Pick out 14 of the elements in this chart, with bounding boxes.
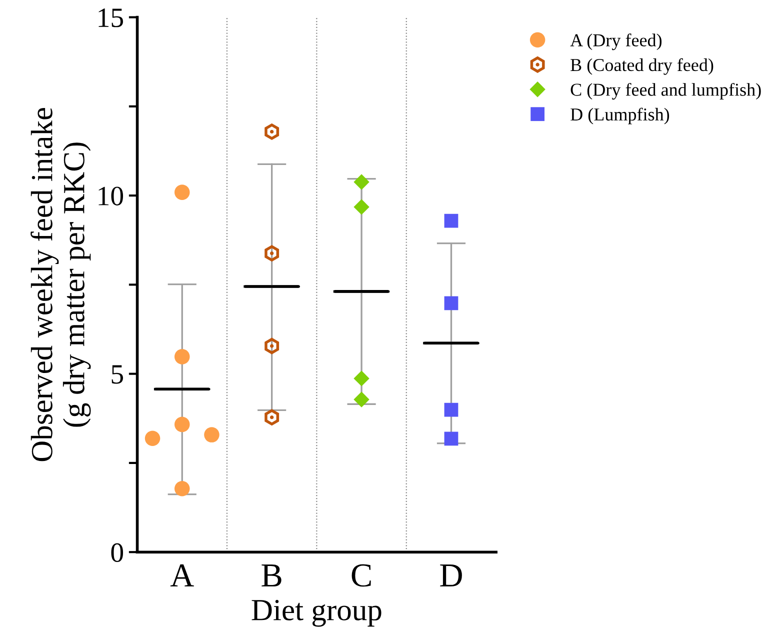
x-tick-label: A (170, 564, 194, 586)
y-axis-title: Observed weekly feed intake (g dry matter per RKC) (30, 108, 91, 462)
legend-label: A (Dry feed) (570, 34, 662, 50)
x-tick-label: C (352, 564, 371, 587)
legend-label: C (Dry feed and lumpfish) (570, 82, 761, 100)
y-tick-label: 15 (98, 8, 123, 28)
x-tick-label: D (440, 564, 462, 586)
legend-label: D (Lumpfish) (570, 108, 670, 124)
y-tick-label: 5 (112, 365, 123, 384)
x-tick-label: B (262, 564, 282, 586)
y-tick-label: 0 (111, 543, 124, 562)
x-axis-title: Diet group (252, 600, 382, 627)
y-tick-label: 10 (98, 186, 124, 206)
legend-label: B (Coated dry feed) (570, 58, 714, 75)
